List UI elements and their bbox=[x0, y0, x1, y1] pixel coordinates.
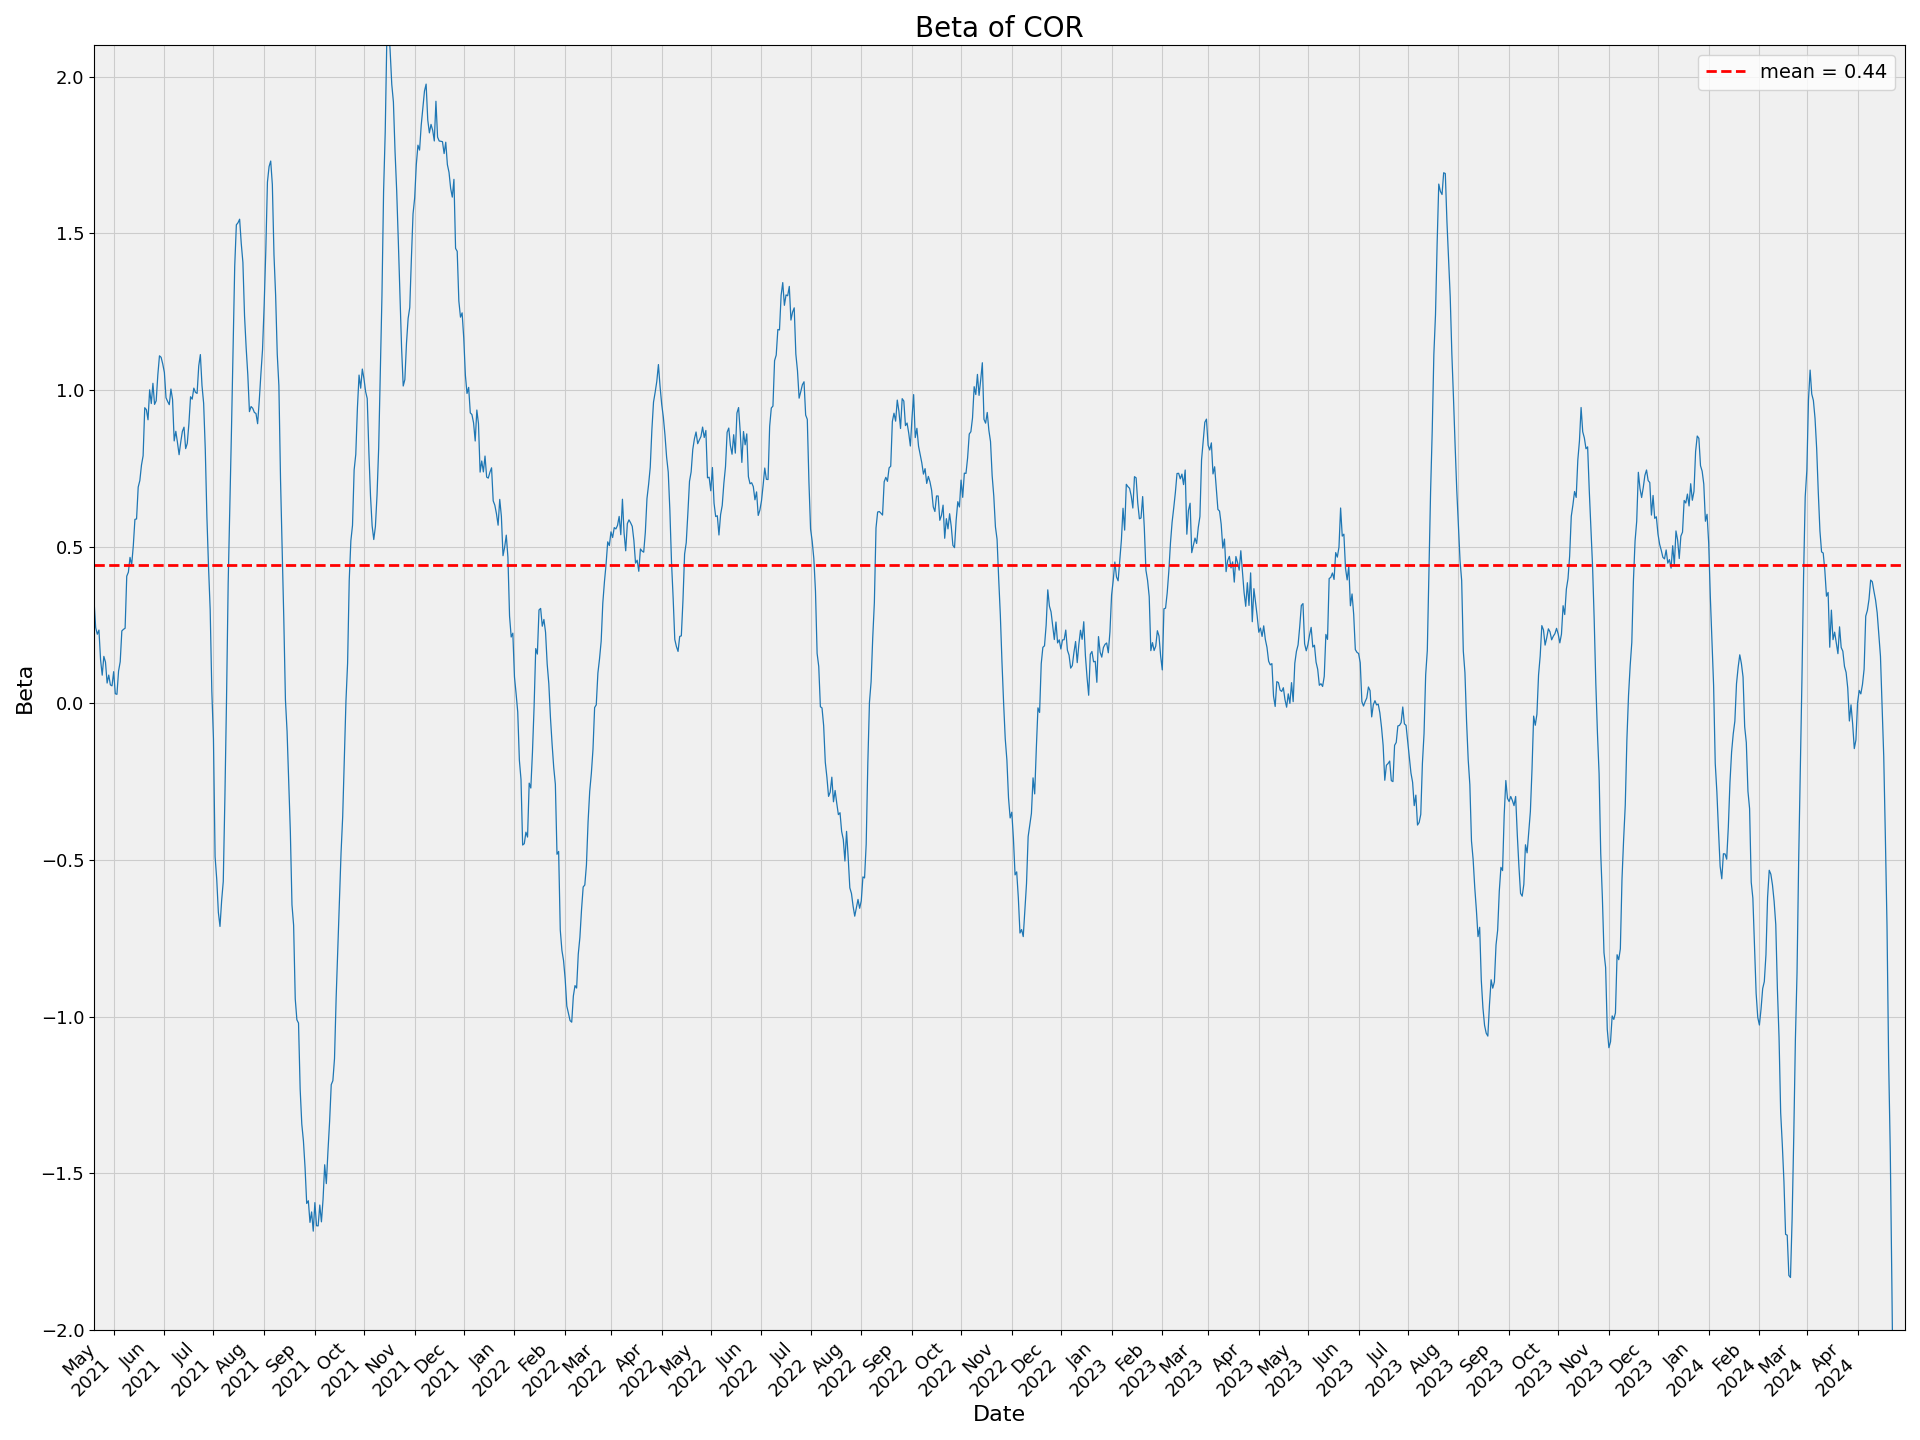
Y-axis label: Beta: Beta bbox=[15, 662, 35, 713]
X-axis label: Date: Date bbox=[973, 1405, 1025, 1426]
Title: Beta of COR: Beta of COR bbox=[916, 14, 1085, 43]
Legend: mean = 0.44: mean = 0.44 bbox=[1697, 55, 1895, 89]
